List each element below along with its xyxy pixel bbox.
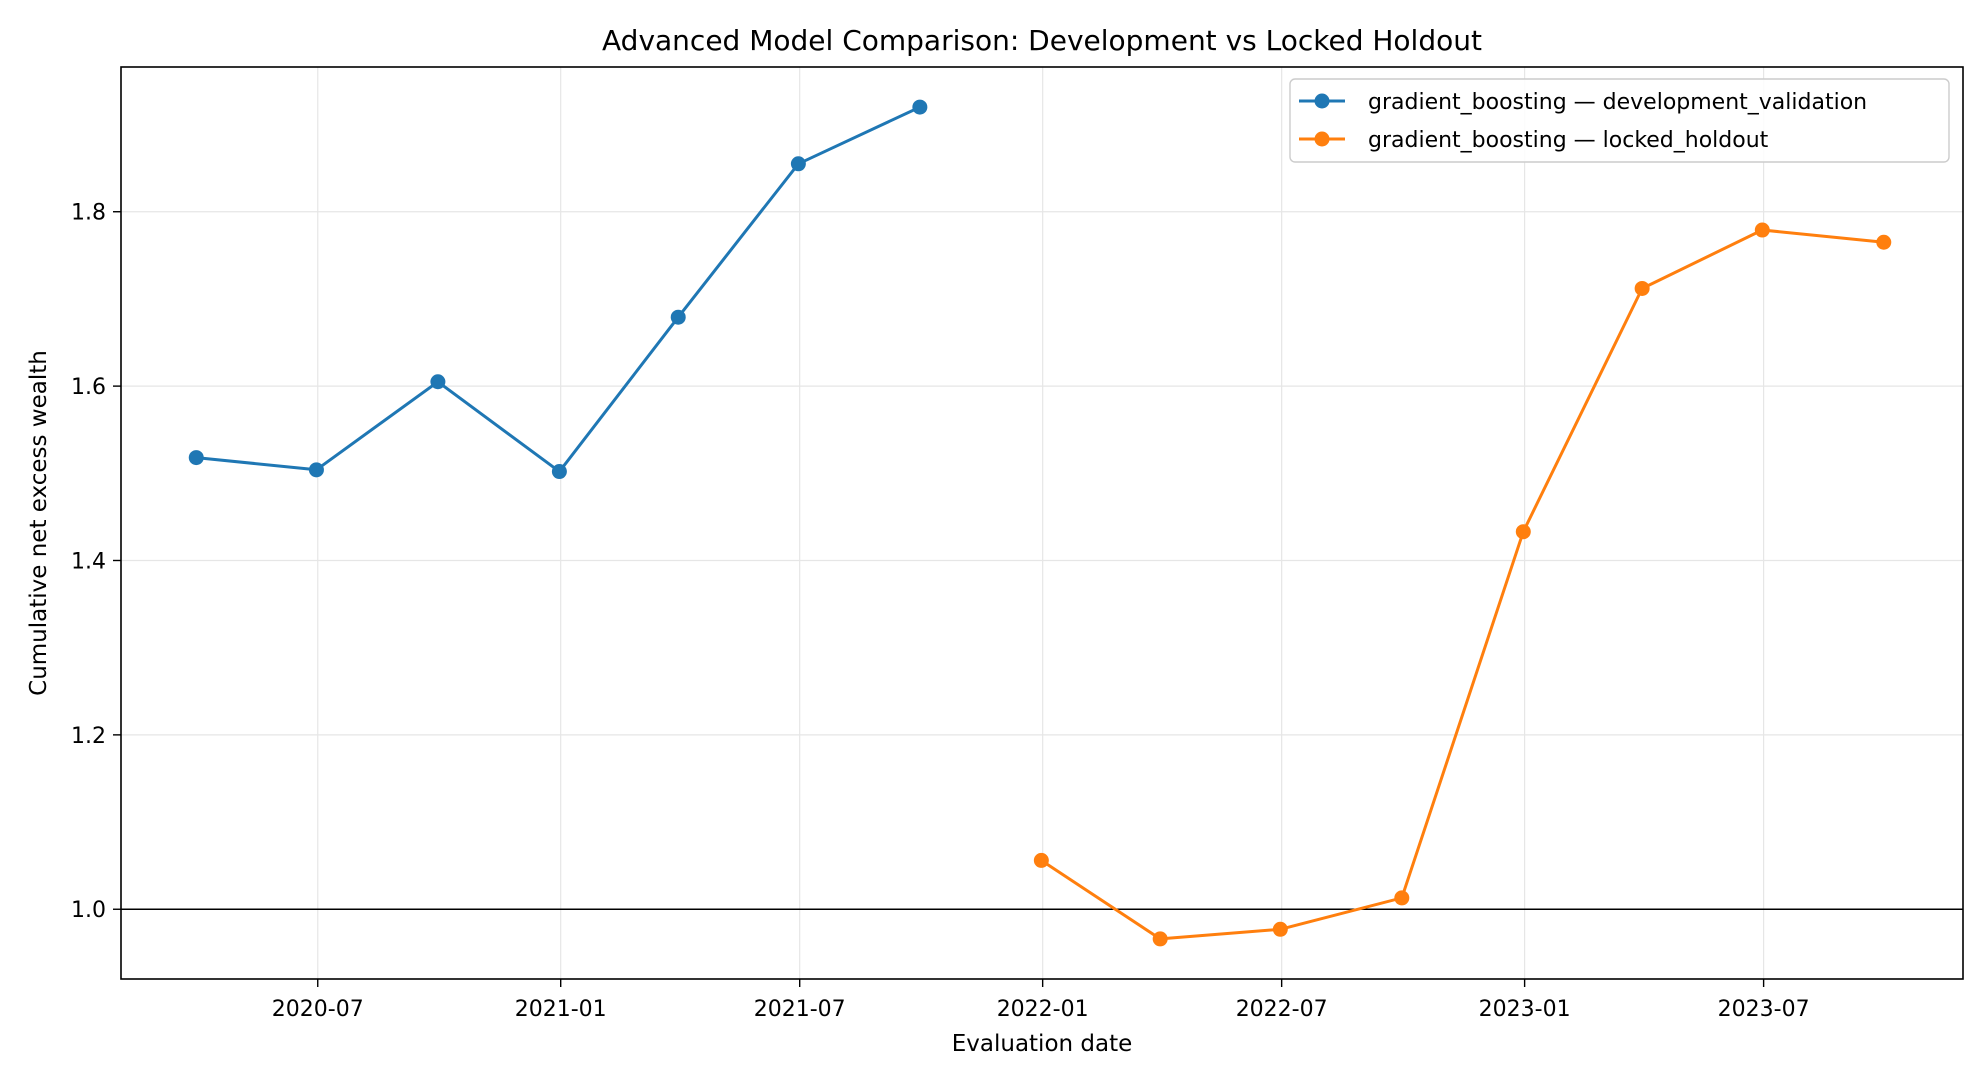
y-axis-ticks: 1.0 1.2 1.4 1.6 1.8 [71, 201, 121, 923]
x-tick-label: 2020-07 [272, 997, 364, 1022]
legend-swatch-marker [1314, 93, 1330, 109]
data-point [912, 99, 928, 115]
data-point [1515, 524, 1531, 540]
series-1 [188, 99, 928, 480]
data-point [1876, 234, 1892, 250]
x-tick-label: 2021-01 [515, 997, 607, 1022]
data-point [188, 450, 204, 466]
data-point [1754, 222, 1770, 238]
data-point [1634, 280, 1650, 296]
y-tick-label: 1.4 [71, 549, 106, 574]
data-point [1033, 852, 1049, 868]
data-point [790, 156, 806, 172]
y-tick-label: 1.2 [71, 724, 106, 749]
legend-box [1289, 78, 1950, 163]
y-tick-label: 1.6 [71, 375, 106, 400]
x-tick-label: 2023-07 [1718, 997, 1810, 1022]
x-axis-ticks: 2020-07 2021-01 2021-07 2022-01 2022-07 2023-… [272, 979, 1810, 1022]
data-point [670, 309, 686, 325]
y-axis-label: Cumulative net excess wealth [26, 350, 52, 696]
y-tick-label: 1.0 [71, 898, 106, 923]
legend-label: gradient_boosting — locked_holdout [1368, 128, 1769, 153]
data-point [430, 374, 446, 390]
data-point [1152, 931, 1168, 947]
chart-title: Advanced Model Comparison: Development v… [602, 24, 1482, 57]
x-tick-label: 2023-01 [1479, 997, 1571, 1022]
x-axis-label: Evaluation date [952, 1031, 1133, 1057]
y-tick-label: 1.8 [71, 201, 106, 226]
x-tick-label: 2022-01 [997, 997, 1089, 1022]
legend: gradient_boosting — development_validati… [1289, 78, 1950, 163]
data-point [551, 464, 567, 480]
data-point [1394, 890, 1410, 906]
x-tick-label: 2022-07 [1236, 997, 1328, 1022]
series-layer [188, 99, 1892, 947]
series-line [1040, 228, 1884, 941]
x-tick-label: 2021-07 [754, 997, 846, 1022]
data-point [308, 462, 324, 478]
series-2 [1033, 222, 1892, 947]
legend-label: gradient_boosting — development_validati… [1368, 90, 1867, 115]
legend-swatch-marker [1314, 131, 1330, 147]
data-point [1272, 921, 1288, 937]
